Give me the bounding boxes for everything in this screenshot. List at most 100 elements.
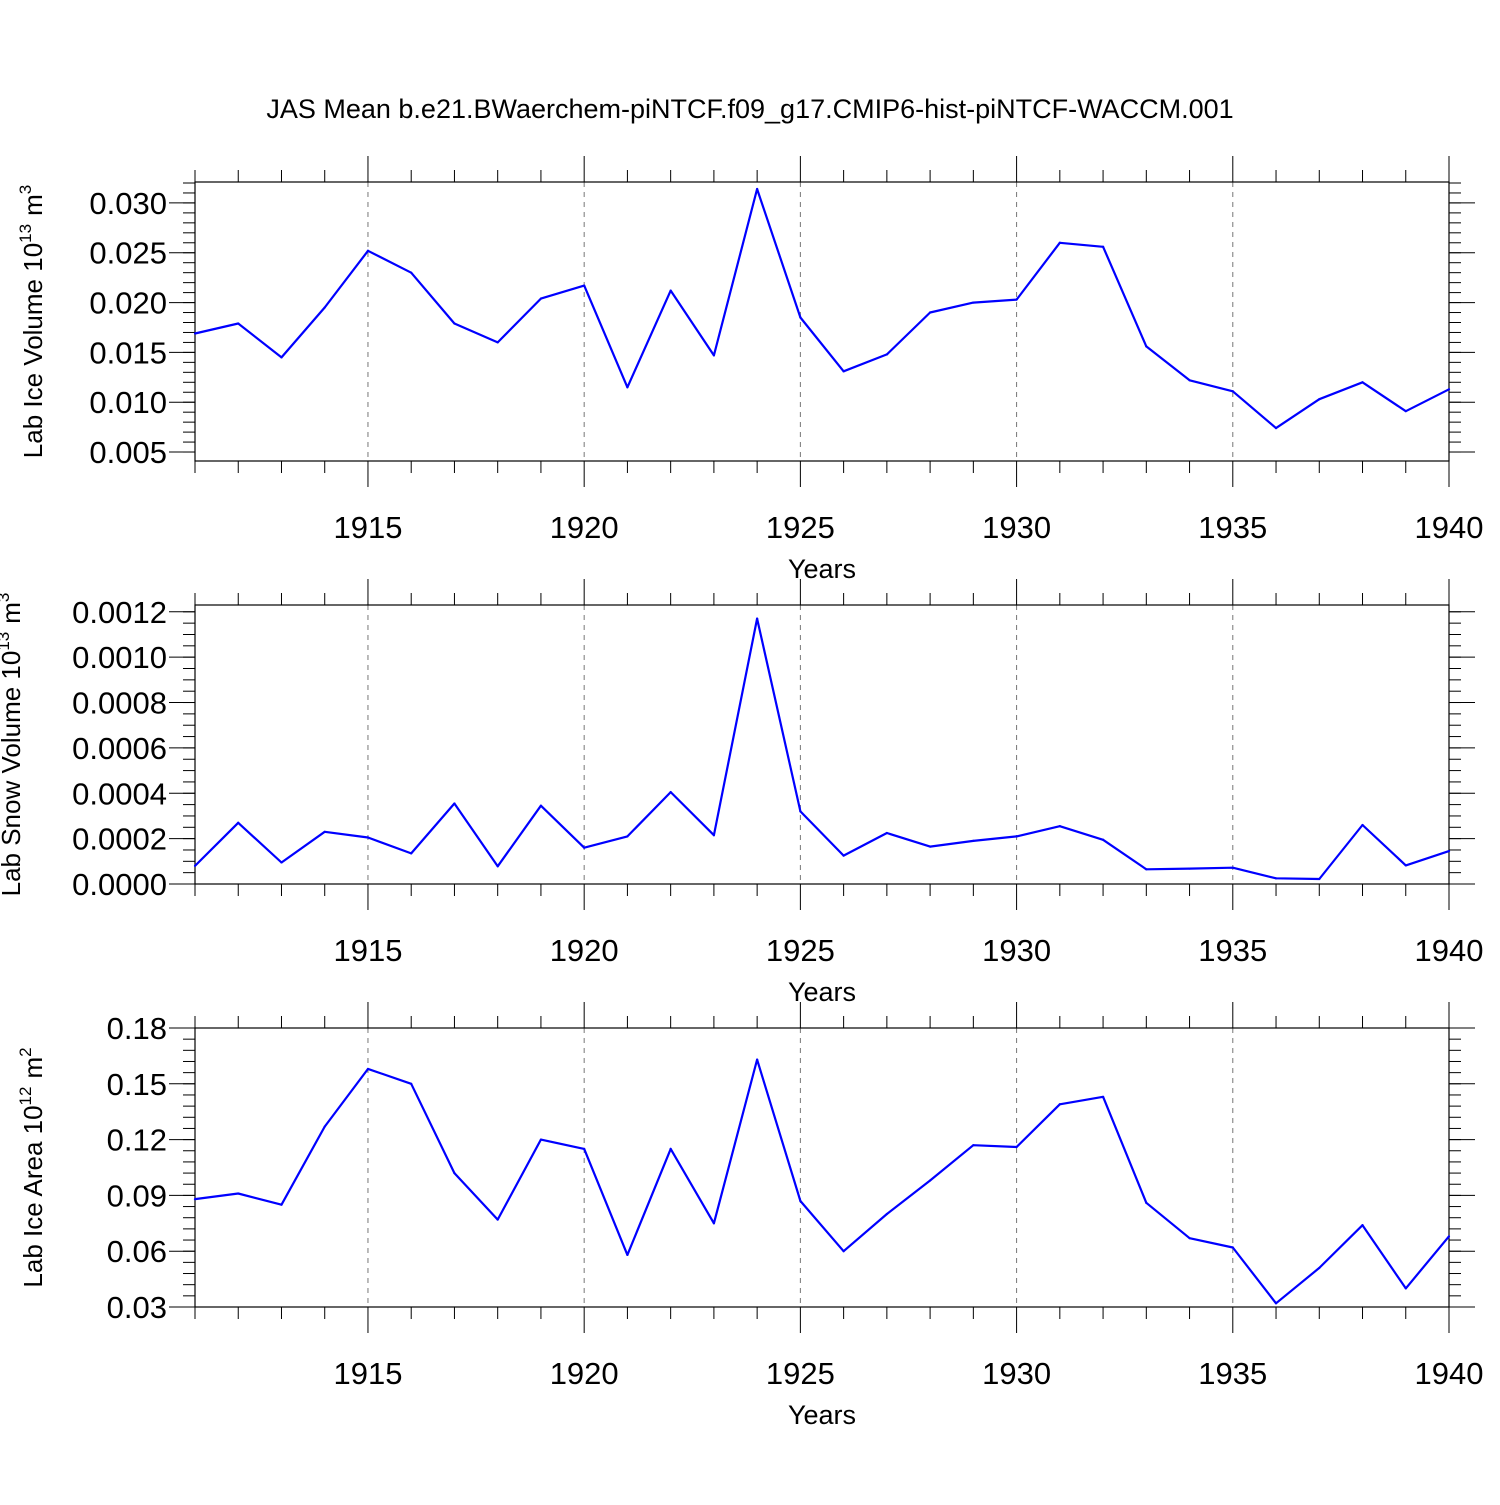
data-point <box>366 249 370 252</box>
x-tick-label: 1930 <box>982 933 1051 968</box>
x-tick-label: 1940 <box>1415 1356 1484 1391</box>
data-point <box>539 804 543 807</box>
data-point <box>1101 838 1105 841</box>
x-tick-label: 1935 <box>1198 1356 1267 1391</box>
plot-frame <box>194 181 1450 462</box>
data-point <box>1101 1095 1105 1098</box>
data-point <box>1318 398 1321 401</box>
data-point <box>972 839 975 843</box>
y-tick-label: 0.0012 <box>72 595 167 630</box>
x-tick-label: 1915 <box>333 933 402 968</box>
data-point <box>842 1250 845 1253</box>
data-point <box>1231 1246 1234 1249</box>
data-point <box>237 1192 240 1195</box>
data-point <box>799 810 802 813</box>
y-tick-label: 0.0004 <box>72 776 167 811</box>
y-tick-label: 0.12 <box>107 1123 167 1158</box>
y-tick-label: 0.005 <box>89 435 167 470</box>
y-tick-label: 0.025 <box>89 236 167 271</box>
data-point <box>1404 1287 1407 1290</box>
y-tick-label: 0.09 <box>107 1178 167 1213</box>
data-point <box>1361 381 1364 384</box>
y-tick-label: 0.010 <box>89 385 167 420</box>
data-point <box>453 802 456 805</box>
data-point <box>799 1199 802 1203</box>
data-point <box>1274 1302 1278 1305</box>
y-axis-title-part: 12 <box>16 1087 35 1106</box>
y-tick-label: 0.15 <box>107 1067 167 1102</box>
data-point <box>539 297 543 300</box>
data-point <box>1447 388 1451 391</box>
data-point <box>1447 1235 1451 1238</box>
data-point <box>1015 298 1018 301</box>
data-point <box>583 1147 586 1150</box>
series-line <box>194 617 1450 881</box>
y-axis-title-part: 13 <box>0 632 13 651</box>
data-point <box>626 386 629 389</box>
data-point <box>972 1144 975 1147</box>
data-point <box>496 1218 499 1221</box>
y-axis-title: Lab Snow Volume 1013 m3 <box>0 593 26 897</box>
plot-frame <box>194 1027 1450 1308</box>
y-axis-title-part: m <box>18 194 48 216</box>
data-point <box>496 341 499 344</box>
data-point <box>323 306 326 309</box>
data-point <box>280 861 283 864</box>
data-point <box>539 1138 543 1141</box>
y-tick-label: 0.030 <box>89 186 167 221</box>
data-point <box>1145 1201 1148 1204</box>
y-axis-title: Lab Ice Area 1012 m2 <box>16 1047 48 1287</box>
y-tick-label: 0.020 <box>89 286 167 321</box>
data-point <box>366 1067 370 1071</box>
data-point <box>583 284 586 287</box>
y-tick-label: 0.0002 <box>72 822 167 857</box>
x-tick-label: 1935 <box>1198 510 1267 545</box>
y-axis-title-part: 13 <box>16 224 35 243</box>
data-point <box>1188 867 1191 870</box>
x-tick-label: 1930 <box>982 1356 1051 1391</box>
x-tick-label: 1915 <box>333 1356 402 1391</box>
data-point <box>712 1222 715 1225</box>
x-tick-label: 1920 <box>550 933 619 968</box>
data-point <box>1361 823 1364 827</box>
series-line <box>194 1058 1450 1305</box>
data-point <box>626 835 629 838</box>
y-tick-label: 0.0010 <box>72 640 167 675</box>
data-point <box>1145 345 1148 348</box>
data-point <box>885 353 888 356</box>
data-point <box>1274 877 1278 880</box>
data-point <box>669 791 672 794</box>
y-axis-title: Lab Ice Volume 1013 m3 <box>16 185 48 458</box>
data-point <box>929 311 932 314</box>
data-point <box>712 354 715 357</box>
data-point <box>366 836 370 839</box>
data-point <box>799 316 802 319</box>
data-point <box>193 332 197 335</box>
chart-panel-1: 0.005 0.010 0.015 0.020 0.025 0.030 1915 1920 19… <box>16 156 1483 584</box>
data-point <box>1015 835 1018 838</box>
data-point <box>1015 1145 1018 1149</box>
data-point <box>453 1171 456 1175</box>
data-point <box>193 1198 197 1201</box>
data-point <box>756 617 759 620</box>
data-point <box>885 831 888 835</box>
data-point <box>1188 379 1191 382</box>
data-point <box>1058 241 1061 244</box>
data-point <box>669 1147 672 1150</box>
data-point <box>410 271 413 274</box>
x-axis-title: Years <box>788 554 856 584</box>
chart-panel-3: 0.03 0.06 0.09 0.12 0.15 0.18 1915 1920 1925 1930… <box>16 1002 1483 1430</box>
data-point <box>842 370 845 373</box>
y-tick-label: 0.0008 <box>72 686 167 721</box>
y-tick-label: 0.015 <box>89 335 167 370</box>
y-axis-title-part: 3 <box>16 185 35 194</box>
data-point <box>756 1058 759 1061</box>
data-point <box>323 830 326 833</box>
x-axis-title: Years <box>788 977 856 1007</box>
data-point <box>1404 864 1407 867</box>
x-tick-label: 1925 <box>766 933 835 968</box>
data-point <box>1058 1103 1061 1106</box>
y-tick-label: 0.06 <box>107 1234 167 1269</box>
data-point <box>323 1125 326 1128</box>
